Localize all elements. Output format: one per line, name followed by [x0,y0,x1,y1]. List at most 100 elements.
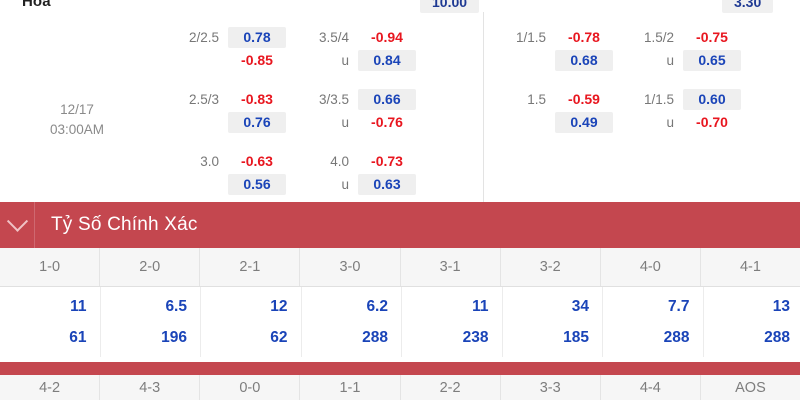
score-odd-secondary[interactable]: 288 [663,329,690,346]
score-odd-secondary[interactable]: 238 [462,329,489,346]
odds-value[interactable]: 0.65 [683,50,741,71]
odds-value[interactable]: -0.76 [371,114,403,130]
correct-score-table: 1-0 2-0 2-1 3-0 3-1 3-2 4-0 4-1 11 61 6.5 196 12 62 6… [0,248,800,357]
odds-value[interactable]: 0.78 [228,27,286,48]
odds-value[interactable]: -0.59 [568,91,600,107]
odds-line-bottom: u 0.63 [300,173,416,196]
odds-value[interactable]: -0.94 [371,29,403,45]
score-odd-secondary[interactable]: 61 [69,329,87,346]
odds-value[interactable]: 0.56 [228,174,286,195]
odds-value[interactable]: 0.49 [555,112,613,133]
score-odd-primary[interactable]: 11 [472,298,489,315]
under-marker: u [666,53,674,68]
chevron-down-icon [6,210,28,232]
score-odd-secondary[interactable]: 62 [270,329,288,346]
odds-line-top: 1/1.5 -0.78 [497,26,613,49]
handicap-label: 1/1.5 [643,92,674,107]
under-marker: u [341,115,349,130]
odds-value[interactable]: 0.66 [358,89,416,110]
odds-value[interactable]: -0.63 [241,153,273,169]
score-odd-secondary[interactable]: 185 [563,329,589,346]
odds-badge-left[interactable]: 10.00 [420,0,480,13]
score-column-header: 0-0 [200,375,301,400]
handicap-label: 1/1.5 [515,30,546,45]
odds-line-bottom: u 0.65 [625,49,741,72]
odds-value[interactable]: 0.63 [358,174,416,195]
score-odd-secondary[interactable]: 196 [161,329,187,346]
score-odds-cell[interactable]: 7.7 288 [603,287,704,357]
score-odd-secondary[interactable]: 288 [362,329,388,346]
score-header-row-2: 4-2 4-3 0-0 1-1 2-2 3-3 4-4 AOS [0,375,800,400]
under-marker: u [341,177,349,192]
odds-line-top: 2.5/3 -0.83 [170,88,286,111]
odds-group-overunder-right: 1.5/2 -0.75 u 0.65 1/1.5 0.60 u -0.70 [625,26,741,134]
score-odd-primary[interactable]: 7.7 [667,298,690,315]
odds-line-bottom: 0.68 [497,49,613,72]
handicap-label: 1.5 [527,92,546,107]
section-title: Tỷ Số Chính Xác [51,214,198,235]
score-odd-secondary[interactable]: 288 [764,329,790,346]
score-column-header: AOS [735,380,766,396]
odds-value[interactable]: -0.83 [241,91,273,107]
under-marker: u [341,53,349,68]
score-odds-cell[interactable]: 13 288 [704,287,800,357]
odds-group-handicap-right: 1/1.5 -0.78 0.68 1.5 -0.59 0.49 [497,26,613,134]
score-odds-row-1: 11 61 6.5 196 12 62 6.2 288 11 238 34 185 7.7 288 13 28… [0,287,800,357]
panel-vertical-divider [483,12,484,202]
score-odds-cell[interactable]: 6.2 288 [302,287,402,357]
score-column-header: 1-0 [0,248,101,286]
odds-line-top: 4.0 -0.73 [300,150,416,173]
handicap-label: 2/2.5 [188,30,219,45]
odds-line-top: 1.5/2 -0.75 [625,26,741,49]
score-odd-primary[interactable]: 6.2 [366,298,388,315]
odds-value[interactable]: 0.76 [228,112,286,133]
odds-line-bottom: 0.49 [497,111,613,134]
odds-value[interactable]: -0.70 [696,114,728,130]
odds-value[interactable]: 0.68 [555,50,613,71]
score-odds-cell[interactable]: 11 238 [402,287,503,357]
match-date: 12/17 [60,102,94,117]
score-odds-cell[interactable]: 34 185 [503,287,603,357]
under-marker: u [666,115,674,130]
score-column-header: 4-4 [601,375,701,400]
score-column-header: 4-0 [601,248,701,286]
collapse-toggle[interactable] [0,202,35,248]
score-column-header: 3-2 [501,248,601,286]
odds-row-spacer [625,72,741,88]
score-column-header: 3-3 [501,375,601,400]
odds-row-spacer [300,72,416,88]
score-odd-primary[interactable]: 11 [70,298,87,315]
section-header-correct-score[interactable]: Tỷ Số Chính Xác [0,202,800,248]
odds-line-bottom: u -0.76 [300,111,416,134]
odds-badge-right[interactable]: 3.30 [722,0,774,13]
score-column-header: 3-0 [300,248,401,286]
match-time: 03:00AM [49,122,105,137]
odds-line-bottom: -0.85 [170,49,286,72]
score-odd-primary[interactable]: 12 [270,298,288,315]
score-column-header: 4-2 [0,375,101,400]
score-odd-primary[interactable]: 34 [571,298,589,315]
odds-row-spacer [497,72,613,88]
odds-line-bottom: 0.56 [170,173,286,196]
odds-line-top: 3.0 -0.63 [170,150,286,173]
handicap-label: 2.5/3 [188,92,219,107]
odds-line-bottom: u 0.84 [300,49,416,72]
odds-row-spacer [300,134,416,150]
odds-value[interactable]: -0.78 [568,29,600,45]
odds-value[interactable]: 0.60 [683,89,741,110]
odds-line-top: 1.5 -0.59 [497,88,613,111]
score-odds-cell[interactable]: 6.5 196 [101,287,201,357]
odds-line-top: 3.5/4 -0.94 [300,26,416,49]
score-odds-cell[interactable]: 11 61 [0,287,101,357]
odds-value[interactable]: -0.75 [696,29,728,45]
odds-line-bottom: u -0.70 [625,111,741,134]
score-odds-cell[interactable]: 12 62 [201,287,302,357]
odds-value[interactable]: -0.85 [241,52,273,68]
score-odd-primary[interactable]: 6.5 [165,298,187,315]
score-column-header: 4-1 [739,259,761,275]
score-odd-primary[interactable]: 13 [772,298,790,315]
odds-value[interactable]: 0.84 [358,50,416,71]
score-column-header: 2-0 [100,248,201,286]
handicap-label: 1.5/2 [643,30,674,45]
odds-value[interactable]: -0.73 [371,153,403,169]
